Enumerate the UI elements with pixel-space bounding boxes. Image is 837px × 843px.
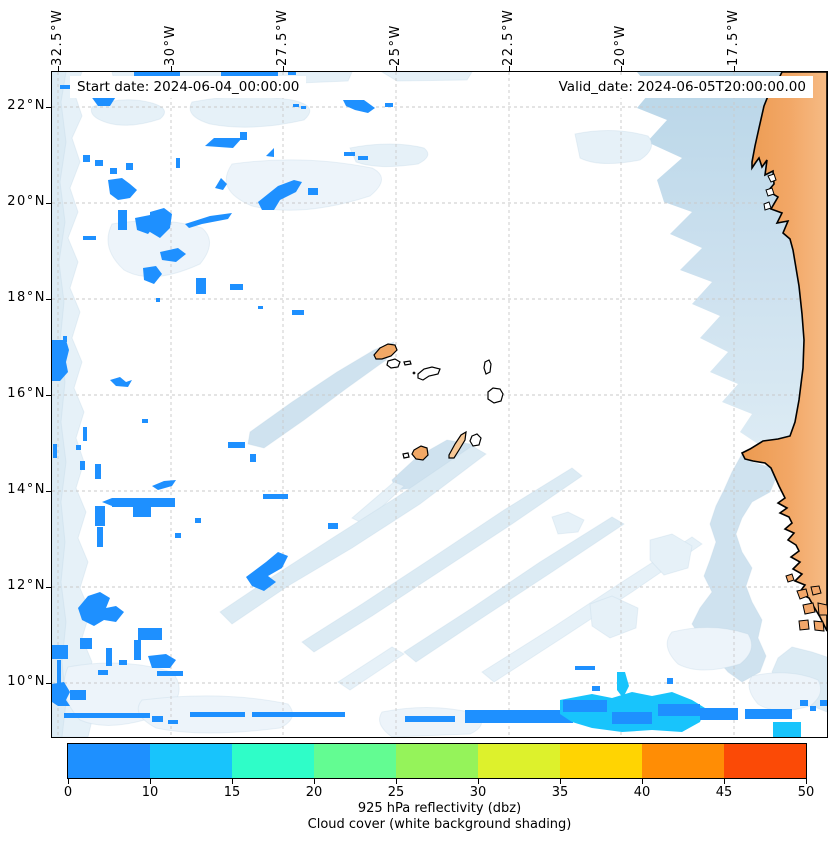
colorbar-segment xyxy=(396,744,478,778)
left-axis-tick: 20°N xyxy=(7,194,46,209)
bijagos-islands xyxy=(785,573,827,632)
colorbar-tick: 10 xyxy=(141,785,159,800)
colorbar-tickmark xyxy=(68,779,70,784)
left-axis-tickmark xyxy=(46,299,51,301)
cape-verde-islands-layer xyxy=(373,343,504,461)
colorbar-tick: 45 xyxy=(715,785,733,800)
graticule-grid xyxy=(52,72,827,737)
colorbar-tick: 20 xyxy=(305,785,323,800)
colorbar-tickmark xyxy=(806,779,808,784)
map-plot-area xyxy=(51,71,828,738)
top-axis-tickmark xyxy=(396,66,398,71)
colorbar-tick: 25 xyxy=(387,785,405,800)
left-axis-tick: 18°N xyxy=(7,290,46,305)
top-axis-tick: 25°W xyxy=(388,24,403,66)
left-axis-tickmark xyxy=(46,587,51,589)
left-axis-tick: 16°N xyxy=(7,386,46,401)
colorbar-tickmark xyxy=(560,779,562,784)
top-axis-tick: 30°W xyxy=(163,24,178,66)
top-axis-tick: 22.5°W xyxy=(501,8,516,66)
colorbar-tickmark xyxy=(642,779,644,784)
top-axis-tickmark xyxy=(58,66,60,71)
colorbar-segment xyxy=(642,744,724,778)
left-axis-tick: 12°N xyxy=(7,578,46,593)
colorbar-tickmark xyxy=(232,779,234,784)
colorbar-subtitle: Cloud cover (white background shading) xyxy=(307,817,572,832)
left-axis-tickmark xyxy=(46,203,51,205)
colorbar-tick: 0 xyxy=(63,785,73,800)
colorbar-tick: 15 xyxy=(223,785,241,800)
colorbar-segment xyxy=(478,744,560,778)
valid-date-annotation: Valid_date: 2024-06-05T20:00:00.00 xyxy=(551,76,813,98)
top-axis-tickmark xyxy=(283,66,285,71)
top-axis-tickmark xyxy=(734,66,736,71)
colorbar-tickmark xyxy=(396,779,398,784)
colorbar-segment xyxy=(560,744,642,778)
colorbar-segment xyxy=(68,744,150,778)
start-date-annotation: Start date: 2024-06-04_00:00:00 xyxy=(70,76,307,98)
colorbar-segment xyxy=(314,744,396,778)
top-axis-tickmark xyxy=(621,66,623,71)
left-axis-tickmark xyxy=(46,491,51,493)
top-axis-tickmark xyxy=(509,66,511,71)
colorbar-tickmark xyxy=(478,779,480,784)
left-axis-tickmark xyxy=(46,395,51,397)
colorbar-tick: 30 xyxy=(469,785,487,800)
left-axis-tick: 14°N xyxy=(7,482,46,497)
top-axis-tick: 27.5°W xyxy=(275,8,290,66)
colorbar-tick: 40 xyxy=(633,785,651,800)
top-axis-tickmark xyxy=(171,66,173,71)
colorbar-tick: 50 xyxy=(797,785,815,800)
colorbar-segment xyxy=(724,744,806,778)
left-axis-tickmark xyxy=(46,107,51,109)
colorbar-tick: 35 xyxy=(551,785,569,800)
top-axis-tick: 20°W xyxy=(613,24,628,66)
reflectivity-cells-layer xyxy=(52,72,827,737)
colorbar xyxy=(67,743,807,779)
top-axis-tick: 17.5°W xyxy=(726,8,741,66)
left-axis-tickmark xyxy=(46,683,51,685)
colorbar-tickmark xyxy=(314,779,316,784)
colorbar-title: 925 hPa reflectivity (dbz) xyxy=(357,801,522,816)
left-axis-tick: 22°N xyxy=(7,98,46,113)
colorbar-segment xyxy=(232,744,314,778)
colorbar-segment xyxy=(150,744,232,778)
colorbar-tickmark xyxy=(724,779,726,784)
left-axis-tick: 10°N xyxy=(7,674,46,689)
top-axis-tick: 32.5°W xyxy=(50,8,65,66)
africa-land-layer xyxy=(740,72,827,632)
map-canvas xyxy=(52,72,827,737)
colorbar-tickmark xyxy=(150,779,152,784)
